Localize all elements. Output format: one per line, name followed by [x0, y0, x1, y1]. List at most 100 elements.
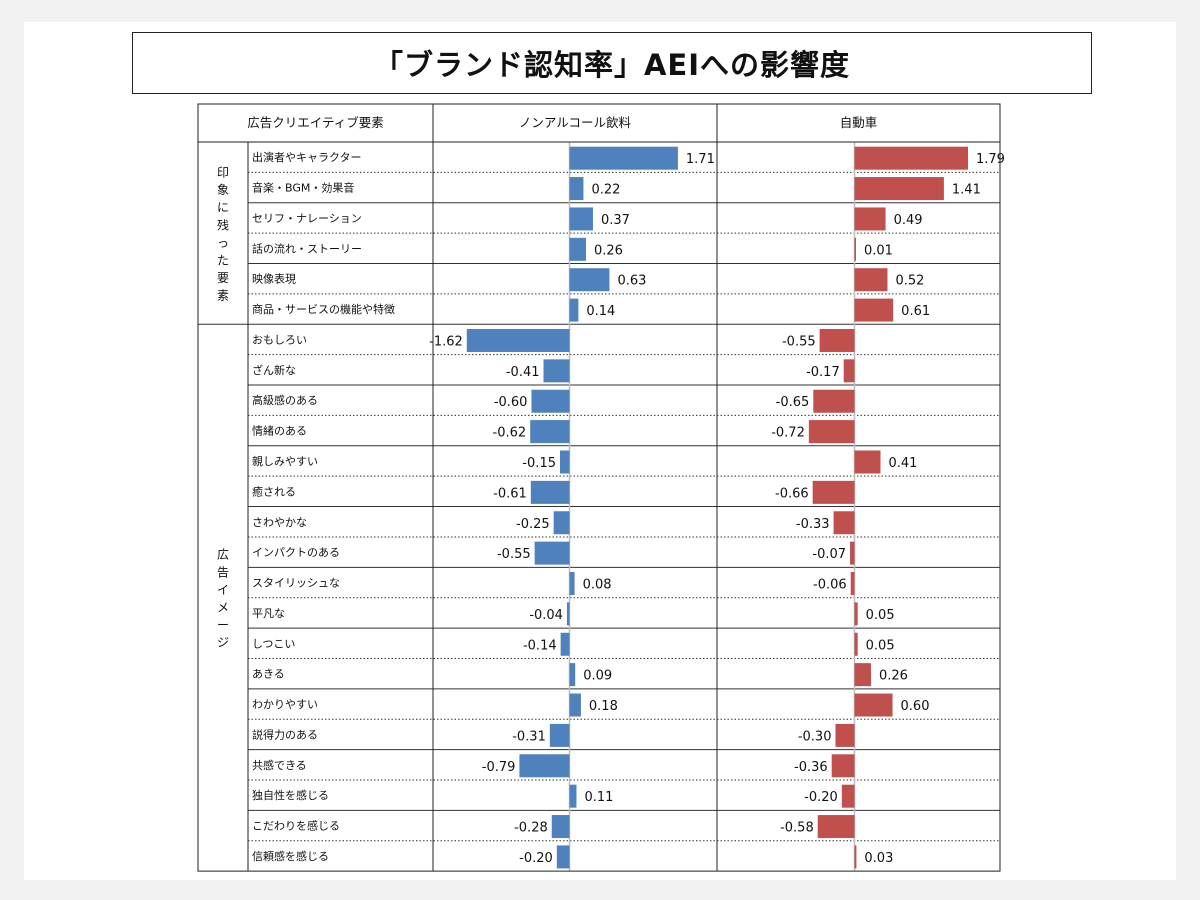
value-label-1: 0.09	[583, 669, 612, 684]
chart-title-box: 「ブランド認知率」AEIへの影響度	[132, 32, 1092, 94]
group-label-char: 素	[217, 289, 229, 303]
value-label-2: 0.01	[864, 243, 893, 258]
group-label-char: っ	[217, 236, 229, 250]
bar-1	[566, 602, 570, 626]
bar-2	[850, 541, 855, 565]
row-label: 親しみやすい	[252, 455, 318, 468]
value-label-2: 0.60	[901, 699, 930, 714]
group-label-char: イ	[217, 583, 229, 597]
row-label: 話の流れ・ストーリー	[252, 241, 362, 255]
group-label-char: た	[217, 254, 229, 268]
bar-2	[854, 177, 944, 201]
row-label: 癒される	[252, 484, 296, 498]
group-label-char: 広	[217, 548, 229, 562]
bar-1	[569, 784, 577, 808]
value-label-1: 0.08	[583, 578, 612, 593]
value-label-1: 0.18	[589, 699, 618, 714]
bar-1	[530, 420, 570, 444]
value-label-2: 0.05	[866, 638, 895, 653]
row-label: 商品・サービスの機能や特徴	[252, 302, 395, 316]
bar-2	[854, 268, 888, 292]
bar-1	[569, 663, 576, 687]
row-label: しつこい	[252, 637, 295, 650]
row-label: こだわりを感じる	[252, 820, 340, 833]
row-label: ざん新な	[252, 363, 296, 377]
value-label-1: -0.04	[529, 608, 563, 623]
bar-1	[569, 572, 575, 596]
bar-1	[569, 298, 579, 322]
value-label-1: 0.63	[617, 274, 646, 289]
bar-2	[854, 450, 881, 474]
value-label-2: -0.36	[794, 760, 828, 775]
value-label-2: -0.58	[780, 821, 814, 836]
value-label-2: -0.72	[771, 426, 805, 441]
value-label-1: -0.14	[523, 638, 557, 653]
bar-2	[854, 298, 894, 322]
value-label-2: 0.49	[894, 213, 923, 228]
bar-2	[854, 146, 968, 170]
bar-1	[466, 328, 570, 352]
value-label-2: -0.07	[812, 547, 846, 562]
row-label: 映像表現	[252, 272, 296, 286]
value-label-2: -0.20	[804, 790, 838, 805]
group-label-char: 告	[217, 565, 229, 579]
group-label-char: メ	[217, 601, 229, 615]
value-label-2: 0.26	[879, 669, 908, 684]
bar-2	[813, 389, 855, 413]
value-label-1: -0.60	[494, 395, 528, 410]
group-label-char: 要	[217, 271, 229, 285]
table-background	[198, 104, 1000, 872]
bar-1	[534, 541, 570, 565]
value-label-2: 0.03	[864, 851, 893, 866]
value-label-1: -0.28	[514, 821, 548, 836]
value-label-2: -0.30	[798, 729, 832, 744]
bar-1	[569, 237, 586, 261]
row-label: 情緒のある	[252, 424, 307, 438]
value-label-1: 1.71	[686, 152, 715, 167]
value-label-1: 0.11	[584, 790, 613, 805]
value-label-1: -0.62	[493, 426, 527, 441]
row-label: 出演者やキャラクター	[252, 150, 362, 164]
chart-title: 「ブランド認知率」AEIへの影響度	[373, 48, 851, 82]
value-label-1: -1.62	[429, 334, 463, 349]
row-label: セリフ・ナレーション	[252, 212, 362, 225]
bar-2	[808, 420, 855, 444]
value-label-2: 1.41	[952, 183, 981, 198]
group-label-char: ジ	[217, 636, 229, 650]
group-label-char: に	[217, 201, 229, 215]
row-label: 独自性を感じる	[252, 788, 329, 802]
bar-1	[569, 268, 610, 292]
value-label-1: -0.55	[497, 547, 531, 562]
bar-1	[553, 511, 570, 535]
bar-1	[530, 480, 570, 504]
row-label: あきる	[252, 668, 285, 681]
value-label-2: 0.05	[866, 608, 895, 623]
value-label-2: -0.06	[813, 578, 847, 593]
table-border	[197, 103, 1001, 872]
bar-2	[812, 480, 855, 504]
bar-1	[569, 146, 678, 170]
bar-1	[569, 177, 584, 201]
row-label: 説得力のある	[252, 727, 318, 741]
bar-1	[549, 723, 570, 747]
bar-1	[569, 693, 581, 717]
bar-2	[831, 754, 855, 778]
row-label: わかりやすい	[252, 698, 318, 711]
bar-1	[559, 450, 570, 474]
bar-1	[551, 815, 570, 839]
value-label-1: -0.41	[506, 365, 540, 380]
bar-2	[854, 237, 856, 261]
bar-2	[854, 602, 858, 626]
bar-2	[854, 845, 857, 869]
group-label-char: ー	[217, 618, 229, 632]
bar-1	[531, 389, 570, 413]
bar-2	[841, 784, 855, 808]
value-label-1: -0.25	[516, 517, 550, 532]
header-series-2: 自動車	[840, 115, 878, 130]
value-label-2: -0.55	[782, 334, 816, 349]
row-label: 音楽・BGM・効果音	[252, 181, 354, 195]
bar-2	[835, 723, 855, 747]
group-label-char: 残	[217, 218, 229, 232]
bar-1	[543, 359, 570, 383]
